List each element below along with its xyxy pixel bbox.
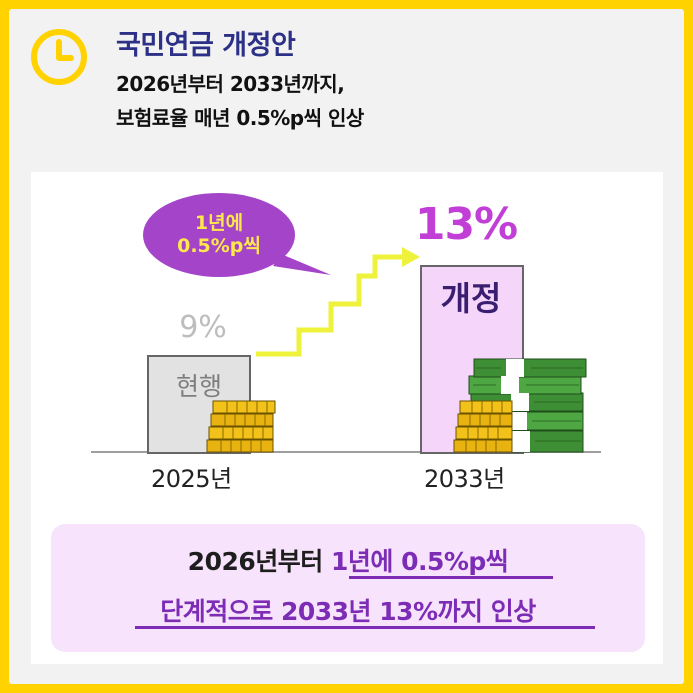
- speech-bubble-text: 1년에 0.5%p씩: [149, 212, 289, 258]
- subtitle-line-2: 보험료율 매년 0.5%p씩 인상: [116, 106, 364, 130]
- page-title: 국민연금 개정안: [116, 30, 296, 61]
- coin-stack-icon-2: [453, 400, 513, 453]
- bubble-line-1: 1년에: [194, 212, 244, 234]
- summary-line-1: 2026년부터 1년에 0.5%p씩: [51, 542, 645, 578]
- summary-box: 2026년부터 1년에 0.5%p씩 단계적으로 2033년 13%까지 인상: [51, 524, 645, 652]
- stair-arrow: [256, 254, 403, 357]
- year-start: 2025년: [151, 465, 232, 493]
- new-rate: 13%: [414, 199, 518, 250]
- underline-1: [349, 576, 553, 579]
- arrow-head-icon: [402, 247, 420, 267]
- illustration-panel: 1년에 0.5%p씩 9% 현행 13% 개정 2025년 2033년 2026…: [31, 172, 663, 664]
- year-end: 2033년: [424, 465, 505, 493]
- new-label: 개정: [440, 279, 502, 318]
- underline-2: [135, 626, 595, 629]
- speech-bubble: [143, 193, 331, 277]
- summary-line-1-highlight: 1년에 0.5%p씩: [330, 547, 509, 576]
- coin-stack-icon: [206, 400, 276, 453]
- clock-icon: [31, 29, 87, 85]
- illustration-graphic: [91, 193, 601, 454]
- current-label: 현행: [175, 372, 222, 401]
- current-rate: 9%: [179, 310, 227, 345]
- subtitle-line-1: 2026년부터 2033년까지,: [116, 72, 345, 96]
- summary-line-1-prefix: 2026년부터: [187, 547, 331, 576]
- page-subtitle: 2026년부터 2033년까지, 보험료율 매년 0.5%p씩 인상: [116, 67, 364, 135]
- card-frame: 국민연금 개정안 2026년부터 2033년까지, 보험료율 매년 0.5%p씩…: [9, 9, 684, 684]
- summary-line-2: 단계적으로 2033년 13%까지 인상: [160, 597, 536, 626]
- bubble-line-2: 0.5%p씩: [177, 235, 261, 257]
